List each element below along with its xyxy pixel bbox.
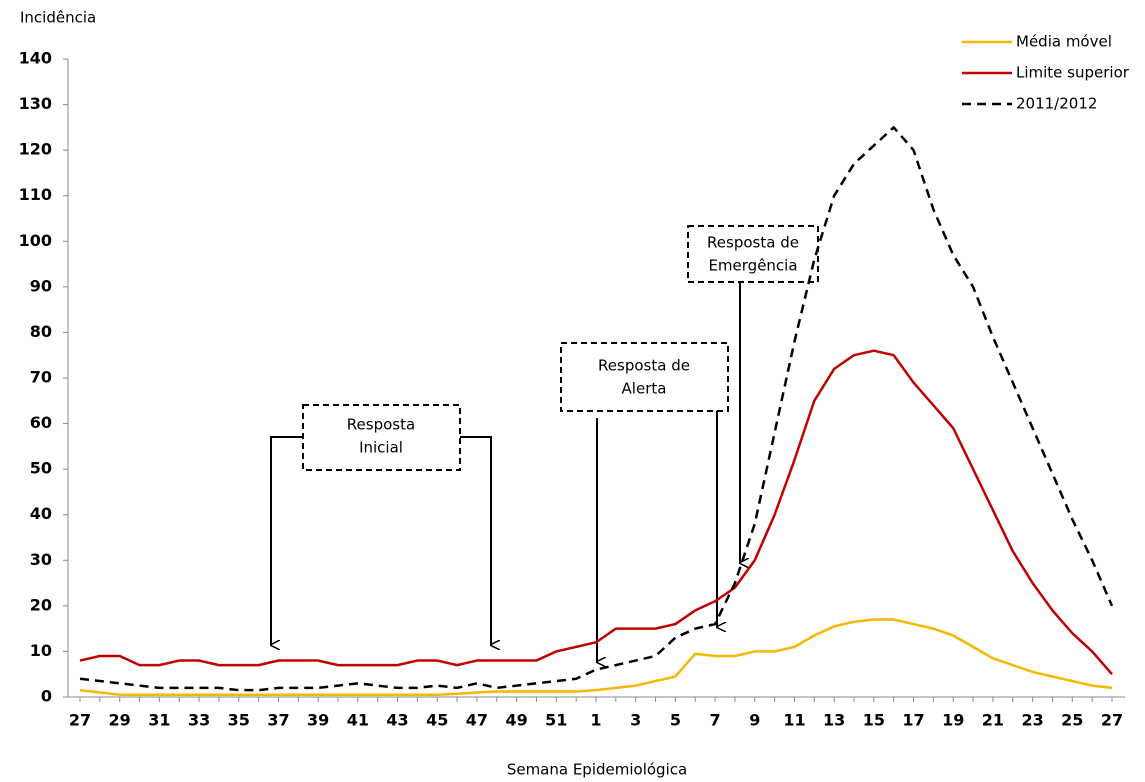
series-line <box>79 126 1114 692</box>
annotation-text: Resposta <box>347 416 415 434</box>
y-tick-label: 0 <box>41 687 52 706</box>
y-tick-label: 20 <box>30 595 52 614</box>
x-tick-label: 27 <box>69 711 91 730</box>
x-tick-label: 27 <box>1101 711 1123 730</box>
y-tick-label: 110 <box>19 185 52 204</box>
annotation-text: Emergência <box>708 257 797 275</box>
x-tick-label: 43 <box>386 711 408 730</box>
y-tick-label: 60 <box>30 413 52 432</box>
x-axis-label: Semana Epidemiológica <box>507 761 687 779</box>
x-tick-label: 41 <box>347 711 369 730</box>
legend-label: Limite superior <box>1016 64 1130 82</box>
legend-label: Média móvel <box>1016 33 1112 51</box>
annotation-text: Inicial <box>359 439 403 457</box>
y-axis-label: Incidência <box>20 9 96 27</box>
y-tick-label: 70 <box>30 368 52 387</box>
x-tick-label: 25 <box>1061 711 1083 730</box>
x-tick-label: 11 <box>783 711 805 730</box>
x-tick-label: 49 <box>505 711 527 730</box>
x-tick-label: 35 <box>228 711 250 730</box>
y-tick-label: 30 <box>30 550 52 569</box>
x-tick-label: 13 <box>823 711 845 730</box>
annotation-boxes <box>302 225 819 471</box>
x-tick-label: 15 <box>863 711 885 730</box>
x-tick-label: 33 <box>188 711 210 730</box>
x-tick-label: 39 <box>307 711 329 730</box>
annotation-text: Alerta <box>622 380 667 398</box>
x-tick-label: 21 <box>982 711 1004 730</box>
x-tick-label: 47 <box>466 711 488 730</box>
y-tick-label: 120 <box>19 140 52 159</box>
x-tick-label: 3 <box>630 711 641 730</box>
series-line <box>79 618 1113 696</box>
x-tick-label: 1 <box>590 711 601 730</box>
y-tick-label: 130 <box>19 94 52 113</box>
annotation-arrows <box>270 282 740 662</box>
y-tick-label: 140 <box>19 49 52 68</box>
x-tick-label: 5 <box>670 711 681 730</box>
y-tick-label: 80 <box>30 322 52 341</box>
x-tick-label: 37 <box>267 711 289 730</box>
y-tick-label: 40 <box>30 504 52 523</box>
x-tick-label: 19 <box>942 711 964 730</box>
x-tick-label: 17 <box>902 711 924 730</box>
annotation-text: Resposta de <box>707 234 799 252</box>
x-tick-label: 29 <box>109 711 131 730</box>
y-tick-label: 50 <box>30 459 52 478</box>
x-tick-label: 23 <box>1021 711 1043 730</box>
x-tick-label: 45 <box>426 711 448 730</box>
x-tick-label: 9 <box>749 711 760 730</box>
y-tick-label: 10 <box>30 641 52 660</box>
annotation-text: Resposta de <box>598 357 690 375</box>
legend-label: 2011/2012 <box>1016 95 1097 113</box>
series-line <box>79 349 1113 676</box>
x-tick-label: 31 <box>148 711 170 730</box>
y-tick-label: 100 <box>19 231 52 250</box>
y-tick-label: 90 <box>30 276 52 295</box>
x-tick-label: 51 <box>545 711 567 730</box>
x-tick-label: 7 <box>710 711 721 730</box>
